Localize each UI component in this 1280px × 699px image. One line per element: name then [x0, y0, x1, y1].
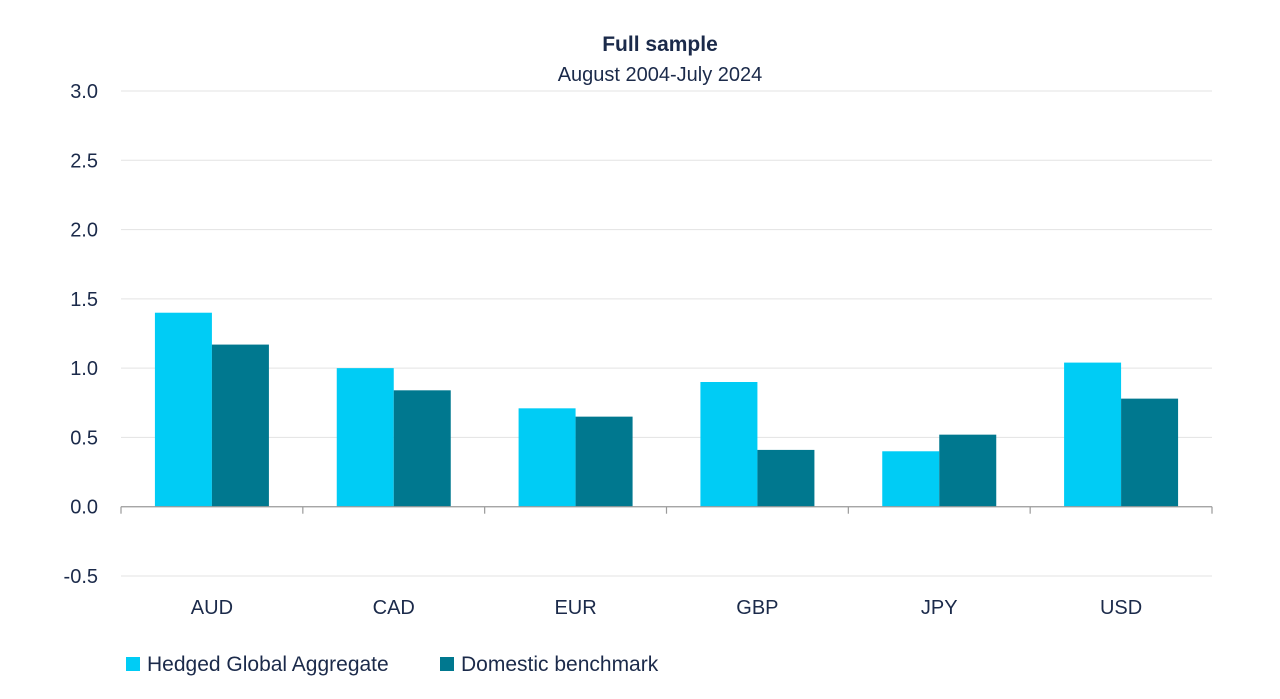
bar-cad-series-1 — [336, 368, 394, 507]
x-tick-label: EUR — [554, 597, 596, 619]
y-tick-label: 3.0 — [70, 81, 98, 103]
bars — [154, 312, 1179, 507]
chart-title: Full sample — [602, 33, 718, 56]
chart-subtitle: August 2004-July 2024 — [558, 64, 763, 86]
legend-swatch — [126, 657, 140, 671]
x-tick-label: CAD — [373, 597, 415, 619]
legend-label: Hedged Global Aggregate — [147, 653, 389, 676]
bar-eur-series-1 — [518, 408, 576, 507]
y-tick-label: -0.5 — [64, 566, 98, 588]
x-tick-label: JPY — [921, 597, 958, 619]
bar-gbp-series-1 — [700, 382, 758, 507]
y-tick-label: 2.0 — [70, 220, 98, 242]
bar-gbp-series-2 — [757, 449, 815, 507]
x-tick-label: GBP — [736, 597, 778, 619]
bar-aud-series-1 — [154, 312, 212, 507]
y-tick-label: 2.5 — [70, 150, 98, 172]
x-axis — [120, 506, 1213, 514]
legend: Hedged Global Aggregate Domestic benchmar… — [126, 653, 659, 676]
bar-aud-series-2 — [211, 344, 269, 507]
x-tick-label: AUD — [191, 597, 233, 619]
bar-cad-series-2 — [393, 390, 451, 507]
bar-jpy-series-2 — [939, 434, 997, 507]
x-tick-label: USD — [1100, 597, 1142, 619]
gridlines — [121, 90, 1212, 577]
bar-usd-series-2 — [1121, 398, 1179, 507]
bar-eur-series-2 — [575, 416, 633, 507]
y-tick-label: 1.0 — [70, 358, 98, 380]
y-axis-ticks: -0.5 0.0 0.5 1.0 1.5 2.0 2.5 3.0 — [64, 81, 98, 588]
y-tick-label: 0.5 — [70, 427, 98, 449]
y-tick-label: 0.0 — [70, 497, 98, 519]
bar-usd-series-1 — [1064, 362, 1122, 507]
legend-label: Domestic benchmark — [461, 653, 659, 676]
legend-swatch — [440, 657, 454, 671]
x-axis-ticks: AUD CAD EUR GBP JPY USD — [191, 597, 1142, 619]
bar-jpy-series-1 — [882, 451, 940, 507]
y-tick-label: 1.5 — [70, 289, 98, 311]
